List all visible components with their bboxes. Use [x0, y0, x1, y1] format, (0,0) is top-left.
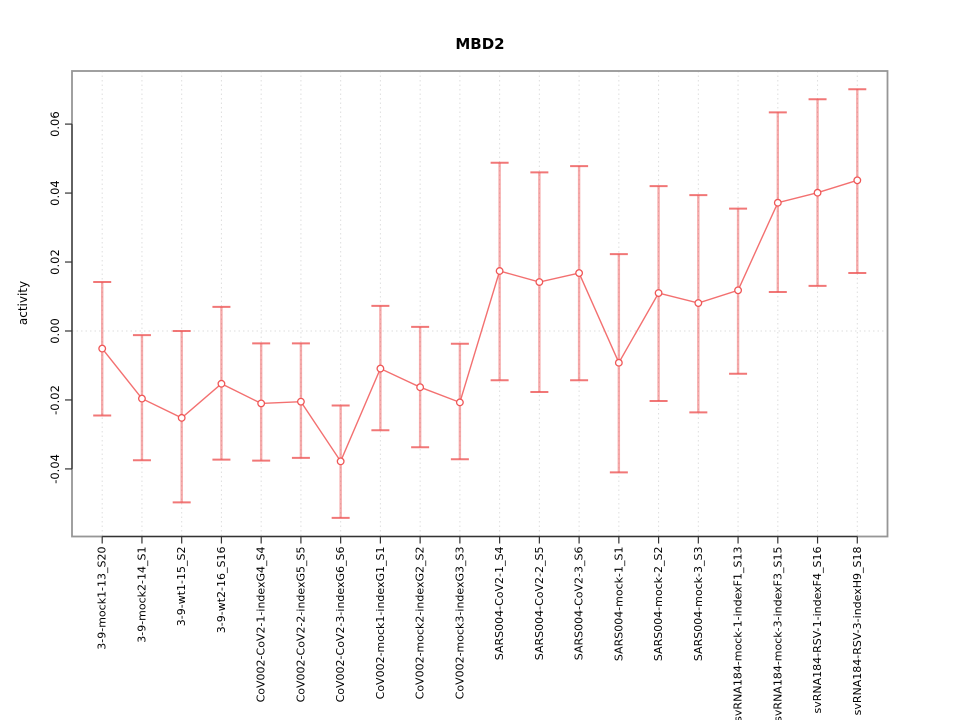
series-line: [101, 179, 858, 463]
data-point: [336, 457, 345, 466]
data-point: [98, 344, 107, 353]
x-category-label: CoV002-CoV2-3-indexG6_S6: [334, 547, 347, 703]
x-category-label: SARS004-mock-3_S3: [692, 547, 705, 662]
y-tick-label: -0.02: [48, 385, 62, 415]
x-category-label: 3-9-mock1-13_S20: [96, 547, 109, 650]
data-point: [694, 299, 703, 308]
x-category-label: CoV002-CoV2-1-indexG4_S4: [255, 547, 268, 703]
y-tick-label: 0.02: [48, 249, 62, 275]
x-category-label: 3-9-wt1-15_S2: [175, 547, 188, 627]
data-point: [575, 269, 584, 278]
data-point: [734, 286, 743, 295]
x-category-label: svRNA184-mock-1-indexF1_S13: [732, 547, 745, 720]
x-category-label: 3-9-mock2-14_S1: [135, 547, 148, 643]
x-category-label: CoV002-mock3-indexG3_S3: [453, 547, 466, 700]
data-point: [654, 289, 663, 298]
data-point: [217, 379, 226, 388]
x-category-label: SARS004-mock-2_S2: [652, 547, 665, 662]
x-category-label: svRNA184-RSV-1-indexF4_S16: [811, 547, 824, 714]
data-point: [376, 364, 385, 373]
x-category-label: SARS004-CoV2-3_S6: [573, 547, 586, 661]
data-point: [853, 176, 862, 185]
data-point: [296, 397, 305, 406]
x-category-label: SARS004-mock-1_S1: [612, 547, 625, 662]
y-tick-label: 0.00: [48, 318, 62, 344]
y-tick-label: 0.04: [48, 180, 62, 206]
x-category-label: svRNA184-RSV-3-indexH9_S18: [851, 547, 864, 716]
data-point: [416, 383, 425, 392]
data-point: [495, 267, 504, 275]
data-point: [813, 188, 822, 197]
data-point: [614, 358, 623, 367]
data-point: [177, 413, 186, 422]
plot-frame: [71, 70, 889, 538]
data-point: [773, 198, 782, 207]
y-tick-label: -0.04: [48, 454, 62, 484]
data-point: [137, 394, 146, 403]
chart-title: MBD2: [455, 35, 504, 53]
plot-area: -0.04 -0.02 0.00 0.02 0.04 0.06 3-9-mock1-13_S…: [48, 70, 889, 720]
x-category-label: CoV002-CoV2-2-indexG5_S5: [294, 547, 307, 703]
x-category-label: SARS004-CoV2-2_S5: [533, 547, 546, 661]
x-category-label: SARS004-CoV2-1_S4: [493, 547, 506, 661]
y-tick-label: 0.06: [48, 111, 62, 137]
x-category-label: svRNA184-mock-3-indexF3_S15: [771, 547, 784, 720]
y-axis-label: activity: [16, 281, 30, 325]
data-point: [257, 399, 266, 408]
x-category-label: CoV002-mock2-indexG2_S2: [414, 547, 427, 700]
data-point: [535, 278, 544, 286]
x-category-label: 3-9-wt2-16_S16: [215, 547, 228, 634]
x-category-label: CoV002-mock1-indexG1_S1: [374, 547, 387, 700]
data-point: [455, 398, 464, 407]
